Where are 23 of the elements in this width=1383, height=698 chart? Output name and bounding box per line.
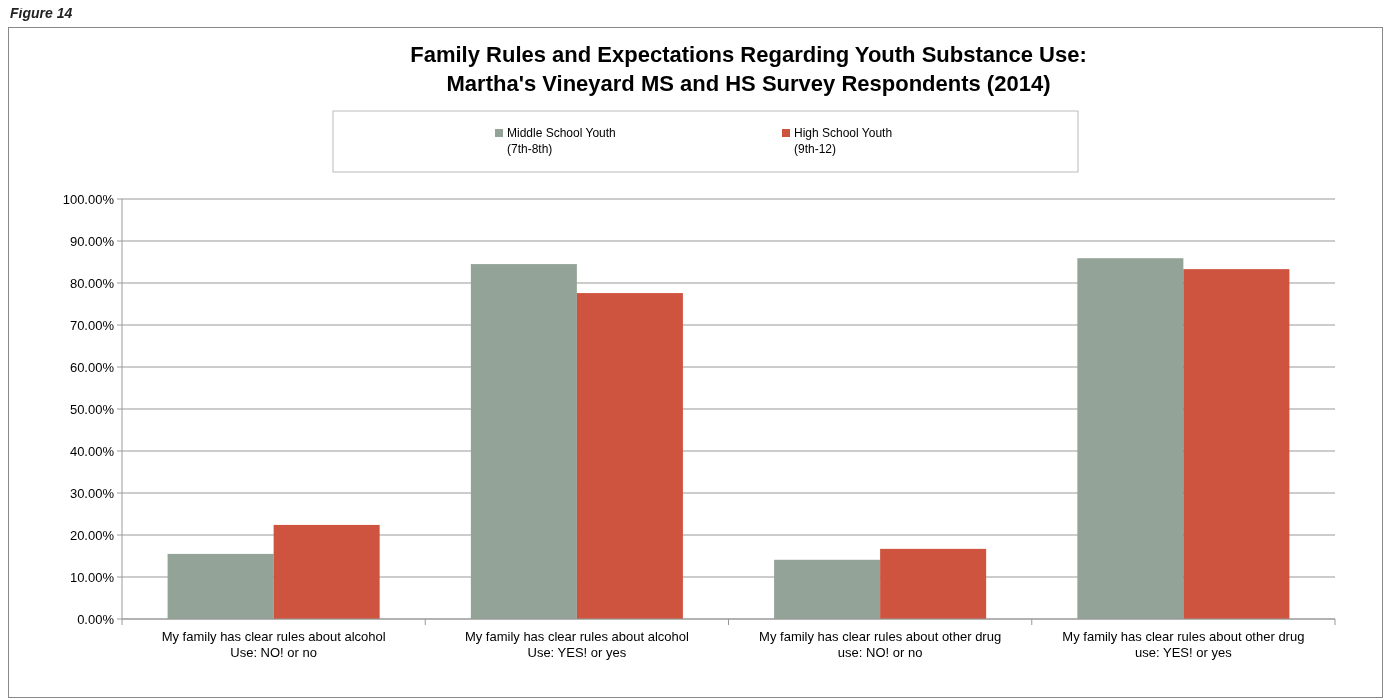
x-tick-label: My family has clear rules about alcohol Use: YES! or yes [464,629,689,660]
chart-title: Family Rules and Expectations Regarding Youth Substance Use: Martha's Vineyard MS and HS Survey Respondents (2014) [410,42,1087,96]
y-tick-label: 90.00% [69,233,115,249]
y-tick-label: 0.00% [77,611,115,627]
y-tick-label: 50.00% [69,401,115,417]
y-tick-label: 10.00% [69,569,115,585]
bar [273,524,380,619]
x-tick-label: My family has clear rules about other drug use: YES! or yes [1062,629,1305,660]
y-tick-label: 100.00% [62,191,115,207]
x-tick-label: My family has clear rules about other drug use: NO! or no [759,629,1002,660]
bar [576,293,683,619]
legend-label: High School Youth (9th-12) [794,126,893,156]
y-tick-label: 70.00% [69,317,115,333]
y-tick-label: 60.00% [69,359,115,375]
y-tick-label: 40.00% [69,443,115,459]
bar [1183,269,1290,619]
y-tick-label: 20.00% [69,527,115,543]
legend-label: Middle School Youth (7th-8th) [507,126,616,156]
x-tick-label: My family has clear rules about alcohol Use: NO! or no [161,629,386,660]
y-tick-label: 80.00% [69,275,115,291]
caption: Figure 14 [10,5,73,22]
y-tick-label: 30.00% [69,485,115,501]
bar [880,548,987,619]
